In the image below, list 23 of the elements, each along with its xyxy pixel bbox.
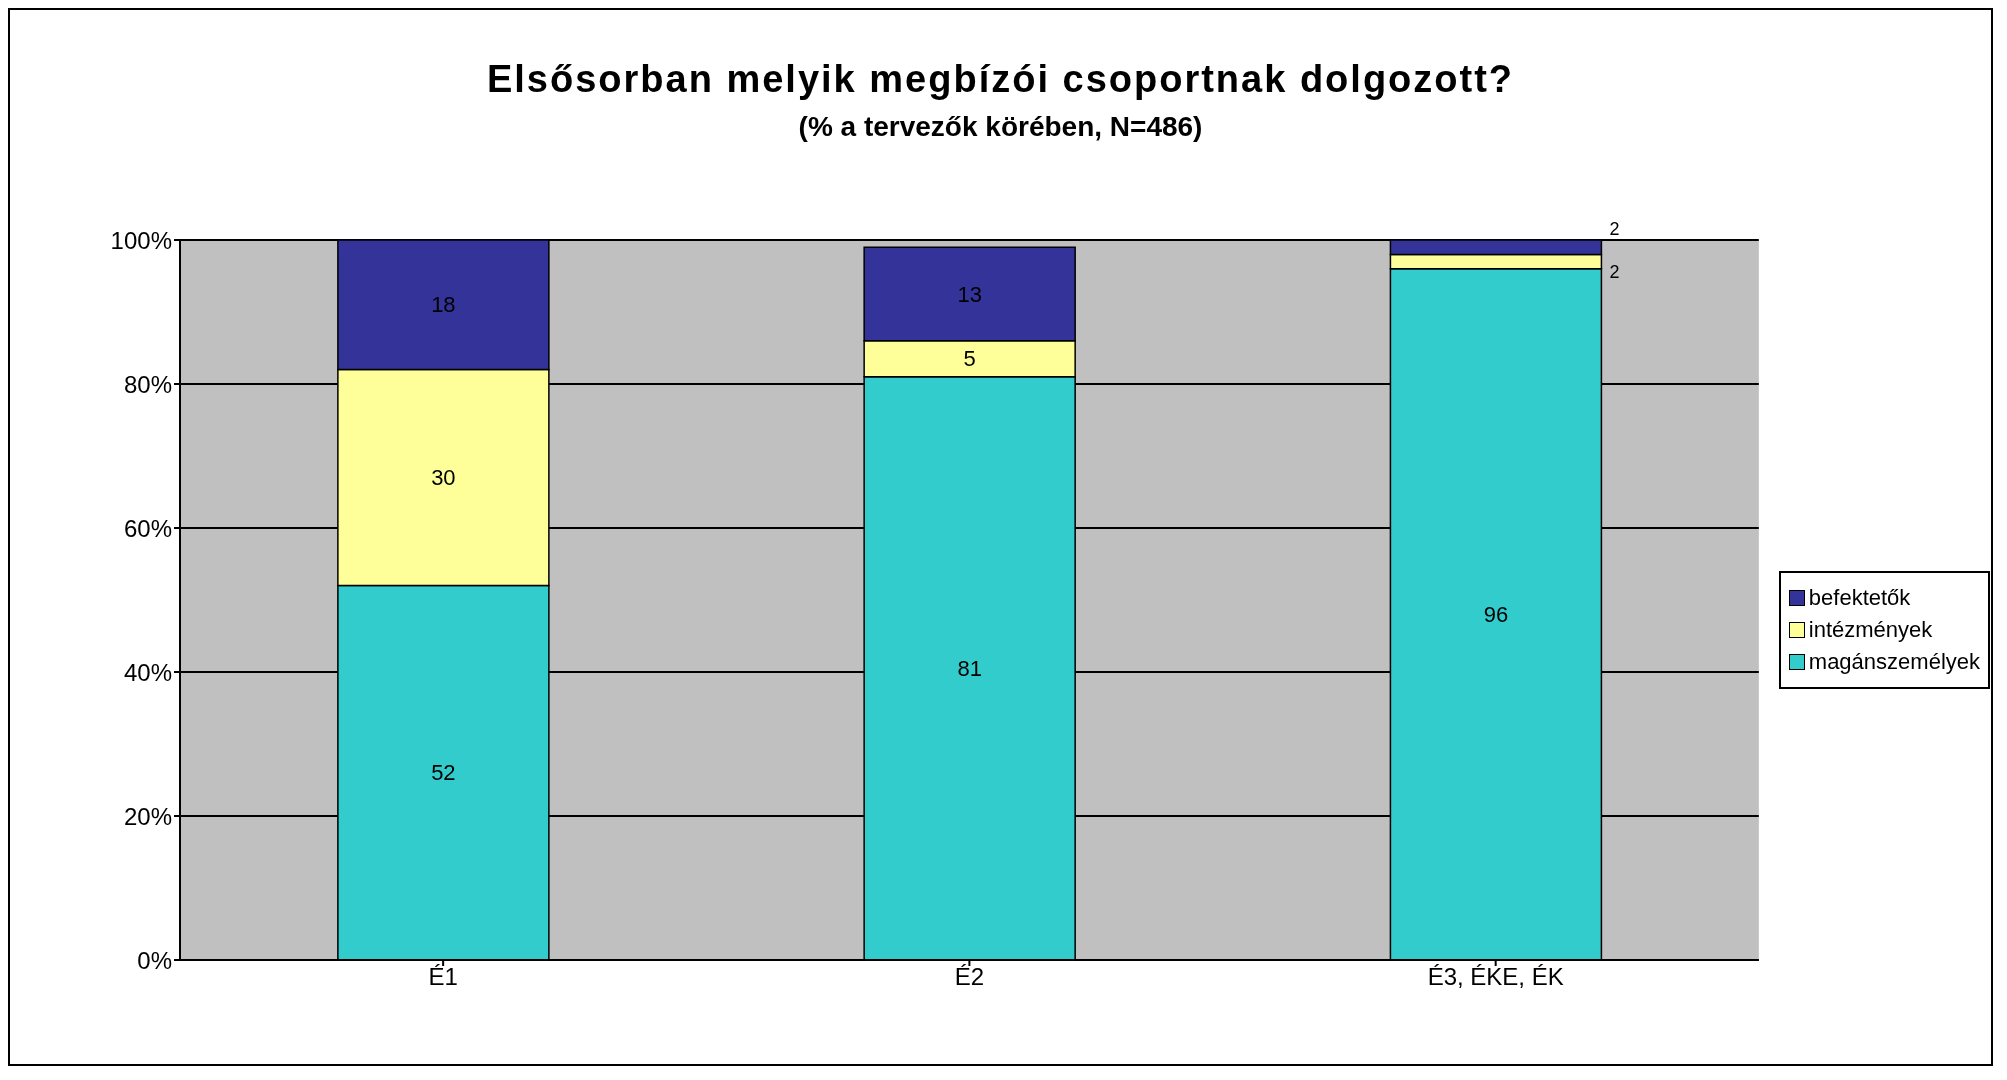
y-tick-label: 40% bbox=[123, 658, 172, 686]
y-tick-label: 80% bbox=[123, 370, 172, 398]
chart-subtitle: (% a tervezők körében, N=486) bbox=[797, 110, 1204, 143]
legend-label: intézmények bbox=[1808, 617, 1933, 643]
data-label: 5 bbox=[963, 346, 976, 372]
y-tick-label: 20% bbox=[123, 802, 172, 830]
x-tick-label: É2 bbox=[954, 963, 985, 991]
data-label: 81 bbox=[957, 655, 982, 681]
data-label: 13 bbox=[957, 281, 982, 307]
data-label: 2 bbox=[1609, 261, 1620, 282]
y-tick-label: 0% bbox=[137, 946, 172, 974]
y-tick-label: 100% bbox=[110, 226, 172, 254]
x-tick-label: É1 bbox=[428, 963, 458, 991]
legend-label: magánszemélyek bbox=[1808, 649, 1980, 675]
data-label: 30 bbox=[431, 465, 456, 491]
y-tick-label: 60% bbox=[123, 514, 172, 542]
data-label: 2 bbox=[1609, 219, 1620, 240]
data-label: 96 bbox=[1483, 601, 1509, 627]
x-tick-label: É3, ÉKE, ÉK bbox=[1427, 963, 1564, 991]
legend-label: befektetők bbox=[1808, 585, 1911, 611]
chart-title: Elsősorban melyik megbízói csoportnak dolgozott? bbox=[485, 57, 1516, 101]
data-label: 18 bbox=[431, 292, 456, 318]
data-label: 52 bbox=[431, 760, 456, 786]
